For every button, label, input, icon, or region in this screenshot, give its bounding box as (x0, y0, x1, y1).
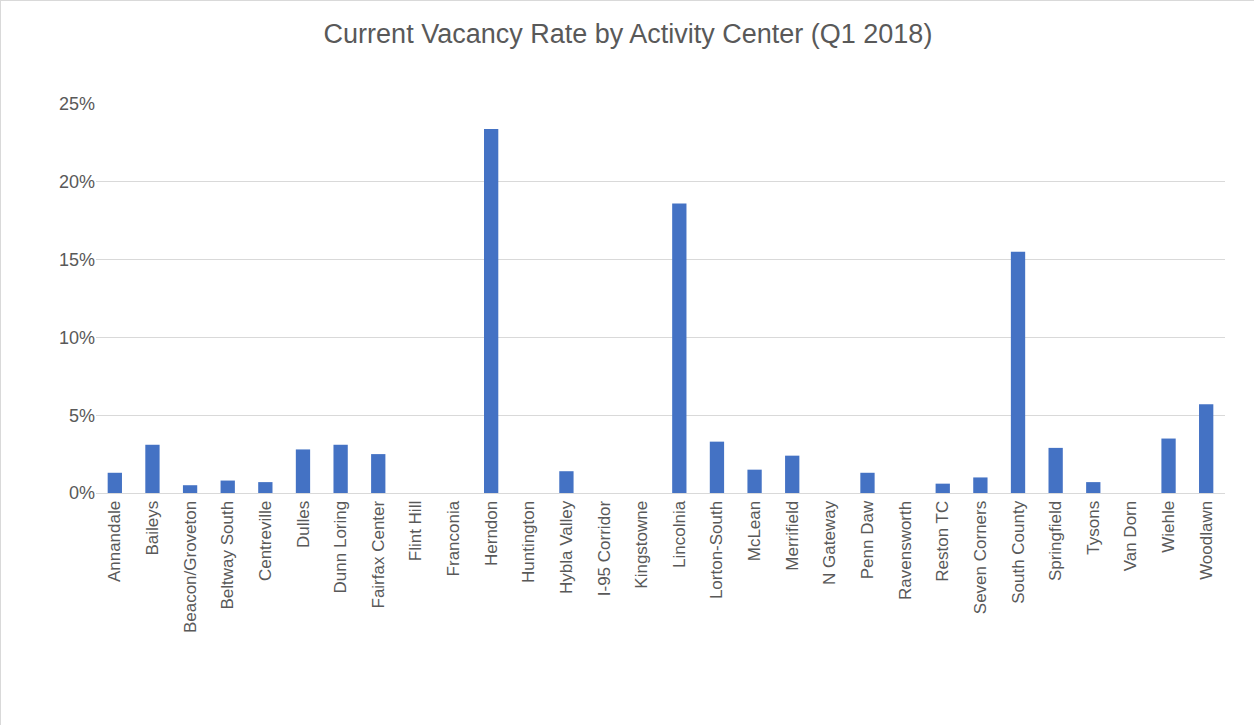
svg-text:Beacon/Groveton: Beacon/Groveton (181, 501, 200, 633)
svg-text:N Gateway: N Gateway (820, 500, 839, 585)
svg-text:5%: 5% (69, 406, 95, 426)
svg-text:Springfield: Springfield (1046, 501, 1065, 581)
svg-text:I-95 Corridor: I-95 Corridor (595, 500, 614, 596)
svg-text:Huntington: Huntington (519, 501, 538, 583)
svg-text:25%: 25% (59, 94, 95, 114)
svg-text:Kingstowne: Kingstowne (632, 501, 651, 589)
svg-text:Annandale: Annandale (105, 501, 124, 582)
svg-text:Tysons: Tysons (1084, 501, 1103, 555)
svg-text:Reston TC: Reston TC (933, 501, 952, 582)
svg-text:Woodlawn: Woodlawn (1197, 501, 1216, 580)
svg-text:Herndon: Herndon (482, 501, 501, 566)
svg-text:Lorton-South: Lorton-South (707, 501, 726, 599)
svg-text:Centreville: Centreville (256, 501, 275, 581)
svg-text:20%: 20% (59, 172, 95, 192)
svg-text:South County: South County (1009, 500, 1028, 604)
svg-text:Penn Daw: Penn Daw (858, 500, 877, 579)
svg-text:McLean: McLean (745, 501, 764, 561)
svg-text:Franconia: Franconia (444, 500, 463, 576)
svg-text:Merrifield: Merrifield (783, 501, 802, 571)
svg-text:Current Vacancy Rate by Activi: Current Vacancy Rate by Activity Center … (324, 19, 933, 49)
svg-text:Van Dorn: Van Dorn (1121, 501, 1140, 572)
svg-text:Dulles: Dulles (294, 501, 313, 548)
svg-text:Baileys: Baileys (143, 501, 162, 556)
svg-text:Flint Hill: Flint Hill (406, 501, 425, 561)
svg-text:Beltway South: Beltway South (218, 501, 237, 610)
svg-text:Fairfax Center: Fairfax Center (369, 500, 388, 608)
svg-text:Lincolnia: Lincolnia (670, 500, 689, 568)
svg-text:Wiehle: Wiehle (1159, 501, 1178, 553)
svg-text:Ravensworth: Ravensworth (896, 501, 915, 600)
svg-text:15%: 15% (59, 250, 95, 270)
svg-text:Hybla Valley: Hybla Valley (557, 500, 576, 594)
svg-text:0%: 0% (69, 483, 95, 503)
svg-text:10%: 10% (59, 328, 95, 348)
svg-text:Dunn Loring: Dunn Loring (331, 501, 350, 594)
svg-text:Seven Corners: Seven Corners (971, 501, 990, 614)
